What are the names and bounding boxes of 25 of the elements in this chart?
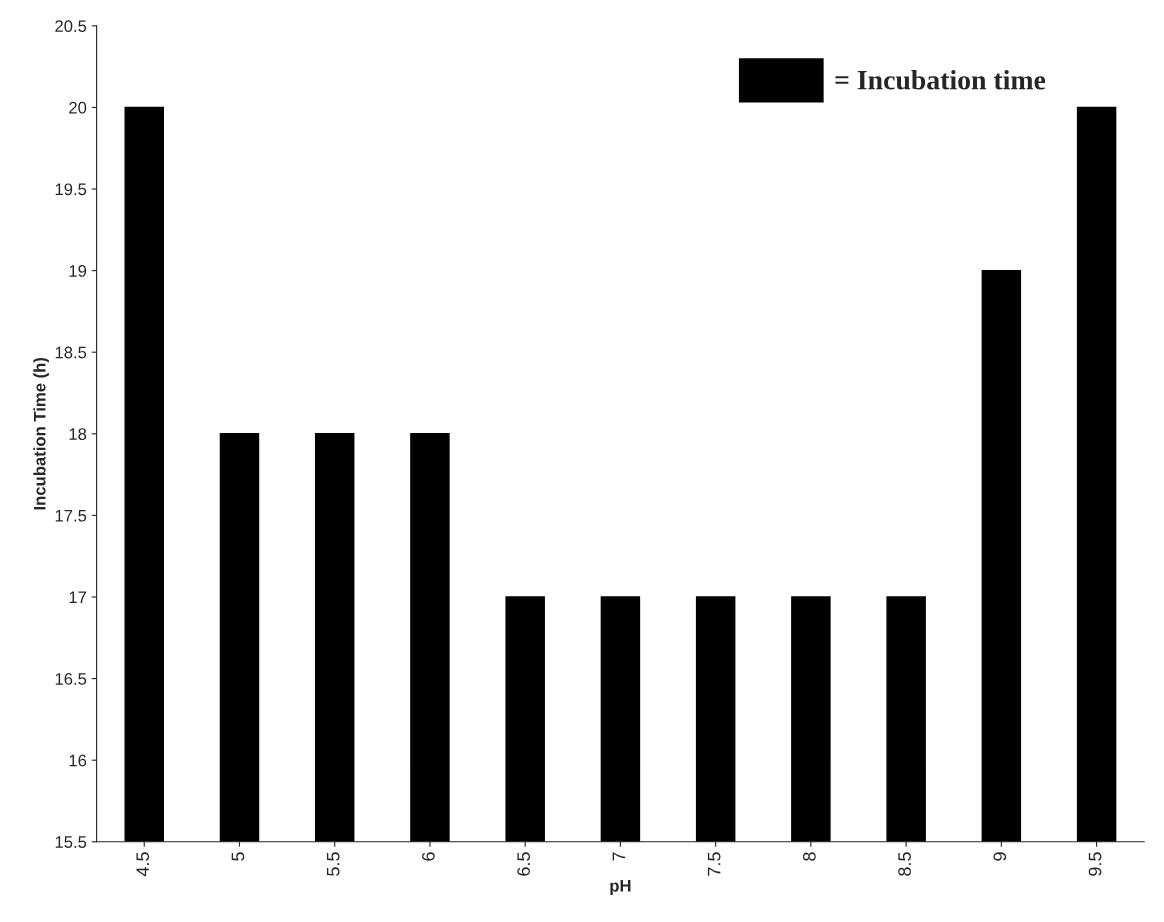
- y-tick-label: 16: [69, 754, 87, 767]
- y-tick-label: 18.5: [55, 346, 87, 359]
- x-tick-label: 8: [802, 852, 816, 861]
- x-tick-label: 5.5: [326, 852, 340, 876]
- legend-label: = Incubation time: [835, 69, 1046, 90]
- x-tick-label: 4.5: [136, 852, 150, 877]
- y-tick-label: 20: [69, 101, 87, 114]
- x-axis-title: pH: [610, 880, 631, 895]
- y-tick-label: 15.5: [55, 836, 87, 848]
- x-tick-label: 7: [612, 852, 626, 861]
- x-tick-label: 9.5: [1088, 852, 1102, 876]
- y-tick-label: 20.5: [55, 20, 87, 33]
- x-tick-label: 5: [231, 852, 245, 861]
- y-tick-label: 18: [69, 428, 87, 440]
- x-tick-label: 8.5: [898, 852, 911, 876]
- y-tick-label: 19: [69, 265, 87, 277]
- y-tick-label: 19.5: [55, 183, 87, 196]
- y-tick-label: 17.5: [55, 509, 87, 522]
- x-tick-label: 6: [422, 852, 435, 861]
- y-tick-label: 16.5: [55, 672, 87, 685]
- y-tick-label: 17: [69, 591, 87, 604]
- x-tick-label: 9: [993, 852, 1007, 861]
- y-axis-title: Incubation Time (h): [33, 357, 49, 510]
- x-tick-label: 7.5: [707, 852, 721, 876]
- x-tick-label: 6.5: [517, 852, 531, 876]
